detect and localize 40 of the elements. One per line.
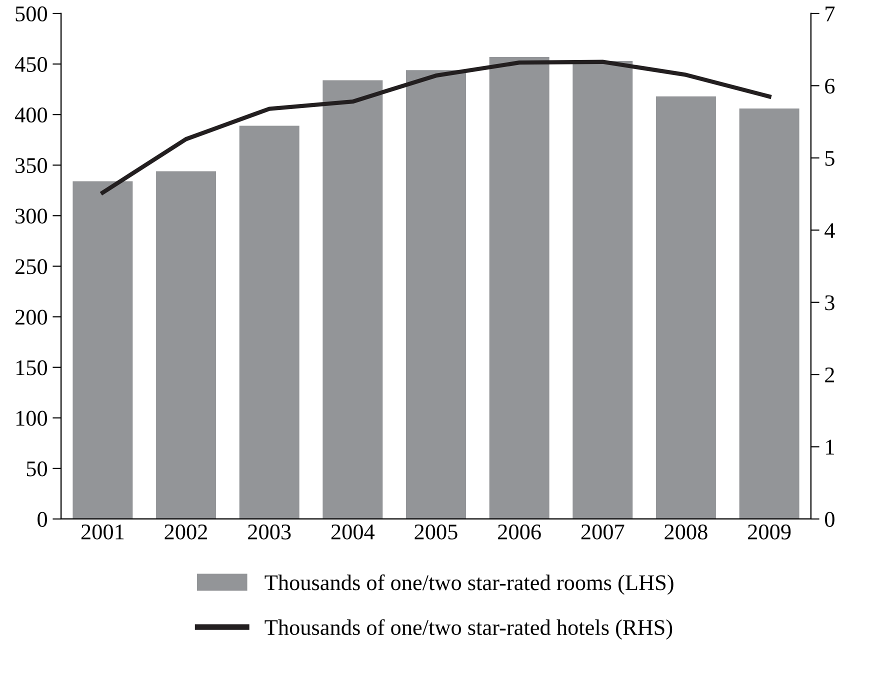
y-tick-label: 200	[15, 310, 47, 325]
y2-tick-label: 1	[826, 440, 834, 454]
bar	[322, 80, 383, 519]
x-tick-label: 2007	[581, 524, 624, 540]
x-tick-label: 2001	[81, 524, 124, 540]
y-tick-label: 450	[14, 56, 47, 72]
y-tick-label: 0	[38, 512, 47, 527]
x-tick-label: 2008	[664, 524, 708, 540]
bar	[656, 96, 716, 519]
bar	[72, 181, 133, 519]
legend-label: Thousands of one/two star-rated hotels (RHS)	[264, 619, 672, 640]
y2-tick-label: 5	[825, 151, 834, 166]
y2-tick-label: 7	[826, 6, 835, 22]
y2-tick-label: 6	[825, 78, 835, 94]
y-tick-label: 400	[14, 108, 47, 123]
x-tick-label: 2005	[414, 524, 458, 540]
y2-tick-label: 2	[825, 368, 834, 382]
y2-tick-label: 3	[825, 295, 834, 310]
y2-tick-label: 4	[824, 223, 835, 238]
y-tick-label: 150	[16, 360, 47, 376]
x-tick-label: 2006	[498, 524, 541, 540]
y2-tick-label: 0	[825, 512, 834, 527]
x-tick-label: 2003	[248, 524, 291, 540]
bar	[156, 171, 216, 519]
line-series	[100, 60, 772, 195]
bar	[406, 70, 466, 519]
x-tick-label: 2004	[331, 524, 375, 540]
bar	[489, 56, 550, 519]
legend-label: Thousands of one/two star-rated rooms (LHS)	[264, 574, 674, 595]
y-tick-label: 300	[16, 208, 47, 224]
y-tick-label: 100	[16, 410, 47, 426]
bar	[572, 60, 633, 519]
x-tick-label: 2002	[164, 524, 208, 540]
y-tick-label: 500	[16, 6, 47, 22]
bar	[739, 108, 800, 519]
y-tick-label: 250	[15, 259, 47, 274]
y-tick-label: 350	[16, 158, 47, 174]
bar	[239, 126, 300, 519]
y-tick-label: 50	[26, 461, 47, 476]
x-tick-label: 2009	[748, 524, 791, 540]
